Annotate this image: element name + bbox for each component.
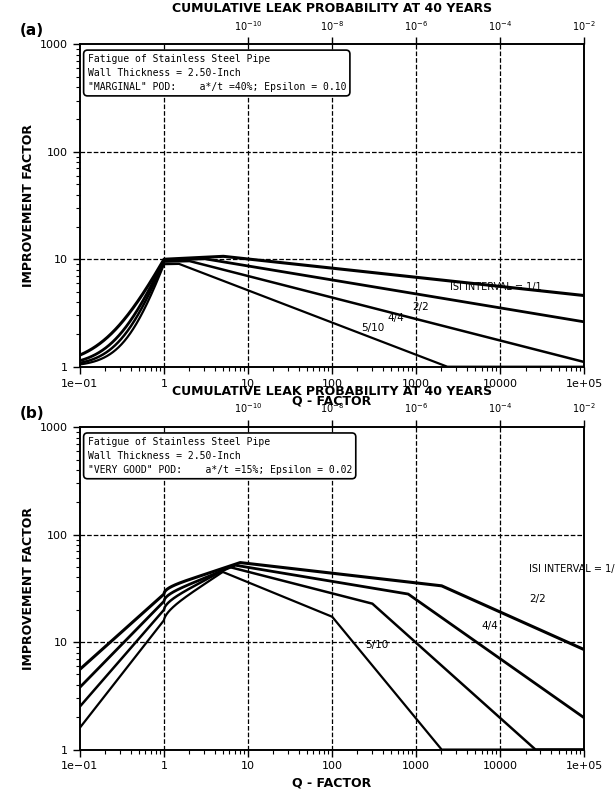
Text: 2/2: 2/2 [412, 302, 429, 312]
Text: Fatigue of Stainless Steel Pipe
Wall Thickness = 2.50-Inch
"MARGINAL" POD:    a*: Fatigue of Stainless Steel Pipe Wall Thi… [87, 54, 346, 92]
Y-axis label: IMPROVEMENT FACTOR: IMPROVEMENT FACTOR [22, 507, 34, 670]
X-axis label: CUMULATIVE LEAK PROBABILITY AT 40 YEARS: CUMULATIVE LEAK PROBABILITY AT 40 YEARS [172, 2, 492, 15]
Text: ISI INTERVAL = 1/1: ISI INTERVAL = 1/1 [450, 282, 541, 292]
Y-axis label: IMPROVEMENT FACTOR: IMPROVEMENT FACTOR [22, 124, 34, 287]
Text: ISI INTERVAL = 1/1: ISI INTERVAL = 1/1 [529, 564, 615, 574]
Text: 5/10: 5/10 [361, 323, 384, 333]
Text: Fatigue of Stainless Steel Pipe
Wall Thickness = 2.50-Inch
"VERY GOOD" POD:    a: Fatigue of Stainless Steel Pipe Wall Thi… [87, 437, 352, 475]
Text: 5/10: 5/10 [365, 639, 389, 650]
Text: 4/4: 4/4 [387, 313, 404, 323]
X-axis label: Q - FACTOR: Q - FACTOR [293, 394, 371, 407]
Text: (a): (a) [20, 23, 44, 38]
Text: (b): (b) [20, 405, 44, 421]
X-axis label: Q - FACTOR: Q - FACTOR [293, 777, 371, 790]
X-axis label: CUMULATIVE LEAK PROBABILITY AT 40 YEARS: CUMULATIVE LEAK PROBABILITY AT 40 YEARS [172, 384, 492, 397]
Text: 4/4: 4/4 [482, 621, 498, 631]
Text: 2/2: 2/2 [529, 594, 546, 604]
